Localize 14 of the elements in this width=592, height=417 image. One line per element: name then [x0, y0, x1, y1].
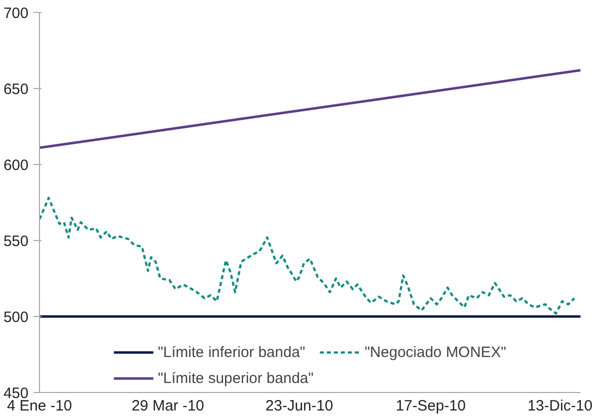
legend-label: "Límite inferior banda" [158, 344, 306, 360]
y-tick-label: 600 [3, 157, 29, 174]
y-tick-label: 650 [3, 81, 29, 98]
y-tick-label: 700 [3, 5, 29, 22]
x-tick-label: 17-Sep-10 [396, 398, 466, 414]
x-tick-label: 4 Ene -10 [6, 398, 72, 414]
y-tick-label: 500 [3, 309, 29, 326]
line-series [40, 196, 576, 315]
x-tick-label: 13-Dic-10 [527, 398, 592, 414]
legend-label: "Negociado MONEX" [364, 344, 506, 360]
y-tick-label: 550 [3, 233, 29, 250]
legend-label: "Límite superior banda" [158, 370, 314, 386]
x-tick-label: 29 Mar -10 [132, 398, 204, 414]
x-tick-label: 23-Jun-10 [266, 398, 334, 414]
